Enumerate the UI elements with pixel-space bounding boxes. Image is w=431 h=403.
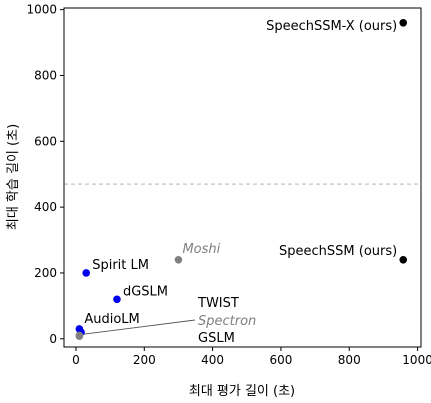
data-point <box>399 255 408 264</box>
x-tick-label: 200 <box>133 353 156 367</box>
y-axis-title: 최대 학습 길이 (초) <box>6 124 21 230</box>
y-tick-label: 1000 <box>26 3 57 17</box>
x-tick-label: 800 <box>338 353 361 367</box>
data-point <box>399 19 408 27</box>
point-label: GSLM <box>198 331 235 346</box>
x-tick-label: 1000 <box>402 353 431 367</box>
plot-frame <box>63 7 422 348</box>
data-point <box>82 269 91 277</box>
point-label: Moshi <box>182 242 220 257</box>
point-label: Spectron <box>198 314 256 329</box>
x-tick-label: 400 <box>201 353 224 367</box>
y-tick-label: 200 <box>34 266 57 280</box>
point-label: TWIST <box>197 296 239 311</box>
x-tick-label: 600 <box>269 353 292 367</box>
data-point <box>174 255 183 264</box>
y-tick-label: 0 <box>49 332 57 346</box>
y-tick-label: 600 <box>34 134 57 148</box>
x-tick-label: 0 <box>72 353 80 367</box>
data-point <box>113 295 121 304</box>
point-label: dGSLM <box>123 284 168 299</box>
leader-line <box>81 319 196 335</box>
y-tick-label: 400 <box>34 200 57 214</box>
point-label: Spirit LM <box>92 258 149 273</box>
point-label: AudioLM <box>84 312 139 327</box>
point-label: SpeechSSM-X (ours) <box>266 19 397 34</box>
point-label: SpeechSSM (ours) <box>279 244 397 259</box>
data-point <box>75 332 84 340</box>
x-axis-title: 최대 평가 길이 (초) <box>189 384 295 399</box>
y-tick-label: 800 <box>34 68 57 82</box>
